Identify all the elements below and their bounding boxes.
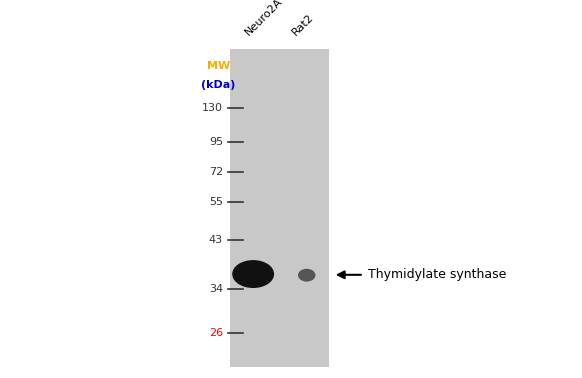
Ellipse shape (232, 260, 274, 288)
Text: Rat2: Rat2 (290, 12, 315, 38)
Text: 95: 95 (209, 137, 223, 147)
Text: Thymidylate synthase: Thymidylate synthase (368, 268, 507, 281)
Text: 55: 55 (209, 197, 223, 207)
Ellipse shape (298, 269, 315, 282)
Text: 34: 34 (209, 284, 223, 294)
Text: MW: MW (207, 61, 230, 71)
Text: 26: 26 (209, 328, 223, 338)
Text: 43: 43 (209, 235, 223, 245)
Text: 72: 72 (209, 167, 223, 177)
Text: 130: 130 (202, 103, 223, 113)
Bar (230, 49, 329, 367)
Text: (kDa): (kDa) (201, 80, 236, 90)
Text: Neuro2A: Neuro2A (243, 0, 285, 38)
